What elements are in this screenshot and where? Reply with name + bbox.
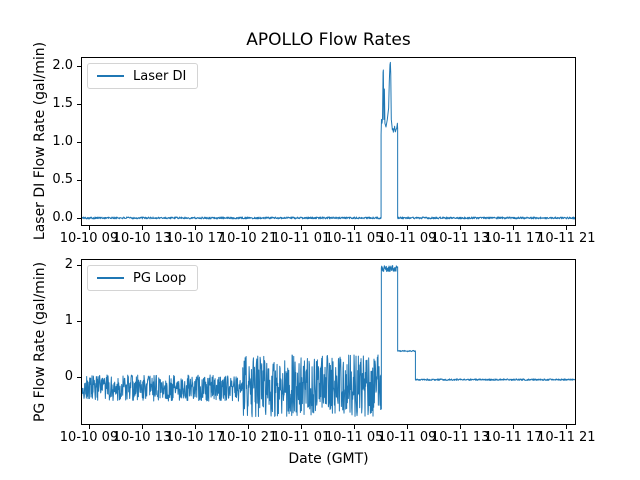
plot-area-pg-loop	[81, 259, 576, 425]
legend-label-pg-loop: PG Loop	[133, 270, 187, 286]
legend-line-sample-laser-di	[97, 75, 124, 77]
x-tick-label: 10-11 21	[537, 430, 596, 445]
series-line-laser-di	[81, 61, 576, 220]
legend-label-laser-di: Laser DI	[133, 68, 187, 84]
x-tick-label: 10-11 01	[271, 430, 331, 445]
x-tick-label: 10-11 13	[430, 430, 490, 445]
x-tick	[354, 425, 356, 429]
x-tick	[89, 226, 90, 230]
legend-line-sample-pg-loop	[97, 277, 124, 279]
y-tick-label: 0.5	[52, 172, 73, 188]
x-tick-label: 10-10 21	[218, 231, 278, 246]
x-tick-label: 10-10 17	[165, 231, 225, 246]
x-tick	[142, 226, 143, 230]
y-tick-label: 2	[64, 256, 73, 272]
x-tick-label: 10-11 05	[324, 430, 384, 445]
x-tick	[460, 226, 462, 230]
x-tick	[301, 425, 303, 429]
y-tick-label: 0	[64, 368, 73, 384]
x-tick	[248, 226, 250, 230]
x-tick	[354, 226, 356, 230]
x-tick-label: 10-11 13	[430, 231, 490, 246]
plot-area-laser-di	[81, 57, 576, 226]
x-tick-label: 10-10 09	[59, 231, 119, 246]
x-axis-label: Date (GMT)	[288, 451, 369, 467]
y-tick-label: 1.0	[52, 134, 73, 150]
y-tick	[77, 180, 81, 182]
series-line-pg-loop	[81, 265, 576, 418]
x-tick	[566, 226, 568, 230]
axes-frame	[81, 57, 576, 226]
x-tick	[513, 425, 515, 429]
y-tick	[77, 142, 81, 144]
x-tick-label: 10-10 21	[218, 430, 278, 445]
x-tick-label: 10-11 09	[377, 231, 437, 246]
figure-title: APOLLO Flow Rates	[246, 30, 411, 50]
y-tick-label: 1.5	[52, 96, 73, 112]
y-axis-label-pg: PG Flow Rate (gal/min)	[32, 261, 48, 423]
x-tick-label: 10-11 21	[537, 231, 596, 246]
x-tick-label: 10-10 13	[112, 430, 172, 445]
legend-laser-di: Laser DI	[87, 63, 199, 89]
y-tick	[77, 320, 81, 322]
x-tick-label: 10-10 17	[165, 430, 225, 445]
x-tick	[460, 425, 462, 429]
y-tick	[77, 376, 81, 378]
x-tick	[142, 425, 143, 429]
y-tick	[77, 218, 81, 220]
y-tick-label: 1	[64, 312, 73, 328]
x-tick-label: 10-11 17	[484, 430, 543, 445]
axes-frame	[81, 259, 576, 425]
y-tick	[77, 264, 81, 266]
x-tick	[248, 425, 250, 429]
x-tick-label: 10-10 13	[112, 231, 172, 246]
x-tick	[407, 226, 409, 230]
x-tick	[195, 226, 196, 230]
y-tick-label: 0.0	[52, 210, 73, 226]
y-tick	[77, 66, 81, 68]
x-tick-label: 10-11 05	[324, 231, 384, 246]
y-tick	[77, 104, 81, 106]
x-tick	[566, 425, 568, 429]
x-tick	[195, 425, 196, 429]
x-tick	[407, 425, 409, 429]
x-tick	[301, 226, 303, 230]
legend-pg-loop: PG Loop	[87, 265, 199, 291]
x-tick	[513, 226, 515, 230]
x-tick	[89, 425, 90, 429]
y-tick-label: 2.0	[52, 58, 73, 74]
x-tick-label: 10-10 09	[59, 430, 119, 445]
x-tick-label: 10-11 01	[271, 231, 331, 246]
x-tick-label: 10-11 17	[484, 231, 543, 246]
x-tick-label: 10-11 09	[377, 430, 437, 445]
